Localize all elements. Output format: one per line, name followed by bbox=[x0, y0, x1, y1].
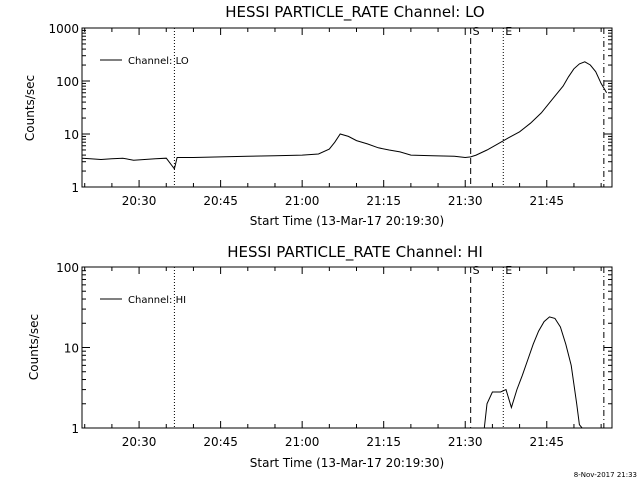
y-tick-label: 1000 bbox=[48, 22, 79, 36]
plot-panel-hi: 20:30 20:45 21:00 21:15 21:30 21:45 1 10 100 S E Ch… bbox=[56, 261, 613, 449]
x-tick-label: 20:45 bbox=[203, 435, 238, 449]
y-axis-label-hi: Counts/sec bbox=[27, 314, 41, 380]
x-tick-label: 21:30 bbox=[448, 194, 483, 208]
event-marker-label: E bbox=[505, 25, 512, 38]
data-series-line bbox=[483, 316, 583, 429]
legend-label: Channel: HI bbox=[128, 295, 186, 306]
y-tick-label: 1 bbox=[71, 181, 79, 195]
plot-frame bbox=[81, 27, 613, 188]
x-tick-label: 20:30 bbox=[122, 194, 157, 208]
y-tick-label: 10 bbox=[64, 342, 79, 356]
x-tick-label: 20:30 bbox=[122, 435, 157, 449]
data-series-line bbox=[81, 61, 608, 171]
x-tick-label: 21:15 bbox=[366, 194, 401, 208]
event-marker-label: E bbox=[505, 264, 512, 277]
x-tick-label: 20:45 bbox=[203, 194, 238, 208]
chart-title-lo: HESSI PARTICLE_RATE Channel: LO bbox=[225, 3, 484, 22]
y-tick-label: 1 bbox=[71, 422, 79, 436]
x-tick-label: 21:30 bbox=[448, 435, 483, 449]
x-axis-label-lo: Start Time (13-Mar-17 20:19:30) bbox=[250, 214, 444, 228]
chart-title-hi: HESSI PARTICLE_RATE Channel: HI bbox=[227, 243, 483, 262]
x-tick-label: 21:00 bbox=[285, 435, 320, 449]
x-tick-label: 21:00 bbox=[285, 194, 320, 208]
x-tick-label: 21:45 bbox=[529, 194, 564, 208]
y-tick-label: 100 bbox=[56, 261, 79, 275]
event-marker-label: S bbox=[473, 264, 480, 277]
legend-label: Channel: LO bbox=[128, 56, 189, 67]
y-tick-label: 100 bbox=[56, 75, 79, 89]
y-tick-label: 10 bbox=[64, 128, 79, 142]
event-marker-label: S bbox=[473, 25, 480, 38]
plot-panel-lo: 20:30 20:45 21:00 21:15 21:30 21:45 1 10 100 1000… bbox=[48, 22, 613, 208]
x-tick-label: 21:45 bbox=[529, 435, 564, 449]
x-axis-label-hi: Start Time (13-Mar-17 20:19:30) bbox=[250, 456, 444, 470]
timestamp-stamp: 8-Nov-2017 21:33 bbox=[574, 471, 637, 479]
y-axis-label-lo: Counts/sec bbox=[23, 75, 37, 141]
x-tick-label: 21:15 bbox=[366, 435, 401, 449]
